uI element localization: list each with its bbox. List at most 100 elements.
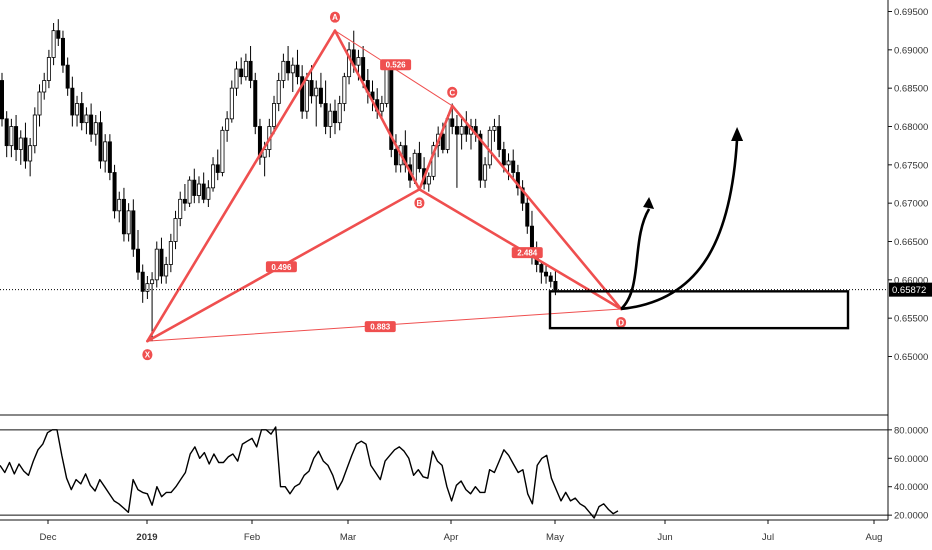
candle-up <box>483 164 488 181</box>
candle-up <box>342 76 347 104</box>
arrowhead-short <box>643 196 655 209</box>
current-price-tag <box>889 282 932 297</box>
ratio-label: 0.526 <box>386 61 407 70</box>
candle-down <box>501 149 506 166</box>
candle-up <box>206 187 211 200</box>
projection-arrow-long <box>620 138 739 311</box>
candle-up <box>384 68 389 104</box>
osc-tick-label: 40.0000 <box>894 482 928 493</box>
price-tick-label: 0.66500 <box>894 237 928 248</box>
candle-down <box>318 87 323 104</box>
price-tick-label: 0.65500 <box>894 314 928 325</box>
candle-up <box>164 264 169 277</box>
candle-down <box>553 280 558 291</box>
candle-up <box>126 210 131 235</box>
price-tick-label: 0.66000 <box>894 275 928 286</box>
point-label-box <box>616 316 627 328</box>
ratio-label: 0.496 <box>271 263 292 272</box>
candle-up <box>168 241 173 265</box>
candle-down <box>121 198 126 235</box>
candle-up <box>314 87 319 97</box>
price-tick-label: 0.69500 <box>894 7 928 18</box>
point-label: B <box>417 199 423 208</box>
oscillator-panel: 80.0000 60.0000 40.0000 20.0000 <box>0 425 928 522</box>
ratio-label: 0.883 <box>370 323 391 332</box>
candle-up <box>281 60 286 81</box>
candle-up <box>492 126 497 131</box>
projection-arrow-short <box>620 208 651 310</box>
time-tick-label: Dec <box>40 532 57 543</box>
candle-up <box>178 198 183 219</box>
pattern-leg-ab <box>333 29 421 191</box>
candle-down <box>544 271 549 277</box>
candle-down <box>112 172 117 212</box>
point-label-box <box>329 11 340 23</box>
candle-down <box>192 179 197 196</box>
candle-up <box>229 87 234 120</box>
time-tick-label: Jun <box>657 532 672 543</box>
candle-down <box>136 248 141 273</box>
point-label: C <box>449 88 455 97</box>
ratio-label-box <box>265 261 297 273</box>
candle-down <box>548 275 553 282</box>
point-label: D <box>618 318 624 327</box>
price-tick-label: 0.68500 <box>894 84 928 95</box>
candle-up <box>117 198 122 212</box>
candle-down <box>323 103 328 127</box>
candle-up <box>379 103 384 112</box>
target-zone-box <box>548 290 850 330</box>
candle-down <box>295 64 300 78</box>
candle-up <box>28 145 33 162</box>
candle-up <box>84 114 89 124</box>
candle-down <box>239 68 244 78</box>
candle-down <box>478 133 483 181</box>
time-tick-label: Feb <box>244 532 260 543</box>
candle-down <box>525 202 530 227</box>
price-tick-label: 0.67500 <box>894 160 928 171</box>
candle-up <box>211 164 216 189</box>
ratio-label-box <box>511 247 543 259</box>
candle-up <box>103 141 108 162</box>
candle-up <box>272 103 277 127</box>
candle-up <box>42 80 47 93</box>
candle-down <box>539 264 544 273</box>
candle-down <box>361 57 366 81</box>
candle-down <box>450 118 455 127</box>
candle-up <box>290 64 295 74</box>
candle-down <box>454 126 459 135</box>
candle-up <box>234 68 239 89</box>
candle-down <box>0 80 4 120</box>
candle-down <box>65 64 70 89</box>
candle-down <box>182 198 187 204</box>
time-tick-label: Jul <box>762 532 774 543</box>
candle-up <box>32 114 37 147</box>
candle-up <box>328 110 333 127</box>
candle-down <box>131 210 136 250</box>
candle-down <box>201 183 206 200</box>
point-label: A <box>332 13 338 22</box>
candle-up <box>506 160 511 166</box>
candle-down <box>393 149 398 166</box>
ratio-label-box <box>380 59 412 71</box>
candle-up <box>93 122 98 135</box>
candle-down <box>253 80 258 127</box>
oscillator-line <box>0 426 619 519</box>
candle-down <box>248 60 253 81</box>
candle-down <box>79 103 84 124</box>
candle-up <box>154 248 159 281</box>
pattern-leg-bc <box>418 104 454 191</box>
candle-down <box>23 137 28 162</box>
candle-down <box>159 248 164 277</box>
candle-down <box>464 126 469 135</box>
candle-up <box>276 80 281 104</box>
candle-up <box>187 179 192 204</box>
candle-up <box>426 175 431 185</box>
candle-down <box>4 118 9 147</box>
ratio-label-box <box>364 321 396 333</box>
harmonic-pattern: 0.496 0.526 2.484 0.883 X A B C D <box>142 11 850 361</box>
candle-down <box>56 30 61 39</box>
candle-up <box>220 129 225 173</box>
candle-down <box>497 126 502 150</box>
price-tick-label: 0.69000 <box>894 45 928 56</box>
